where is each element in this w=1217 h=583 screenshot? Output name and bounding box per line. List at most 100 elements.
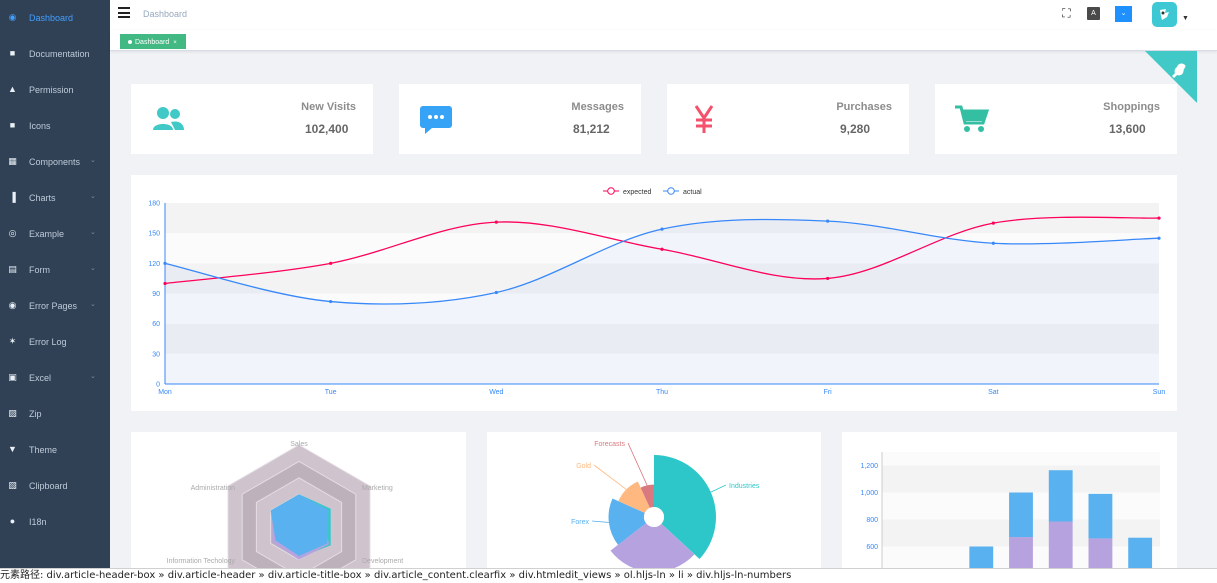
bar-segment[interactable] — [1048, 470, 1073, 522]
data-point[interactable] — [826, 219, 830, 223]
bar-segment[interactable] — [1088, 538, 1113, 568]
bar-segment[interactable] — [969, 546, 994, 569]
sidebar-item-zip[interactable]: ▨ Zip — [0, 396, 110, 432]
fullscreen-icon[interactable]: ⛶ — [1062, 6, 1071, 20]
pie-slice[interactable] — [618, 481, 650, 513]
legend-marker[interactable] — [667, 187, 675, 195]
data-point[interactable] — [660, 227, 664, 231]
pie-chart-panel: IndustriesTechnologyForexGoldForecasts — [487, 432, 821, 568]
sidebar-item-example[interactable]: ◎ Example ⌄ — [0, 216, 110, 252]
sidebar-item-label: Icons — [29, 121, 51, 131]
hamburger-icon[interactable] — [118, 7, 130, 18]
radar-indicator-label: Marketing — [362, 485, 393, 492]
caret-down-icon[interactable]: ▼ — [1182, 15, 1189, 22]
bar-segment[interactable] — [1128, 537, 1153, 568]
sidebar-item-charts[interactable]: ▐ Charts ⌄ — [0, 180, 110, 216]
documentation-icon: ■ — [9, 48, 16, 58]
sidebar-item-i18n[interactable]: ● I18n — [0, 504, 110, 540]
bar-segment[interactable] — [1048, 521, 1073, 568]
sidebar-item-components[interactable]: ▦ Components ⌄ — [0, 144, 110, 180]
github-corner-icon[interactable] — [1145, 51, 1197, 103]
data-point[interactable] — [494, 220, 498, 224]
chart-icon: ▐ — [9, 192, 16, 202]
size-select-icon[interactable]: A — [1087, 7, 1100, 20]
close-icon[interactable]: × — [173, 40, 177, 46]
icon-icon: ■ — [9, 120, 16, 130]
bar-segment[interactable] — [1009, 537, 1033, 568]
sidebar-item-label: Excel — [29, 373, 52, 383]
sidebar-item-form[interactable]: ▤ Form ⌄ — [0, 252, 110, 288]
stat-card-shoppings[interactable]: Shoppings 13,600 — [935, 84, 1177, 154]
avatar[interactable] — [1152, 2, 1177, 27]
data-point[interactable] — [826, 276, 830, 281]
radar-area[interactable] — [270, 494, 329, 556]
component-icon: ▦ — [8, 156, 17, 166]
pie-label-line — [710, 484, 727, 493]
pie-slice[interactable] — [654, 455, 716, 560]
grid-band — [165, 263, 1159, 294]
sidebar-item-label: Charts — [29, 193, 56, 203]
x-tick-label: Fri — [824, 389, 833, 396]
message-icon — [420, 106, 452, 134]
data-point[interactable] — [163, 261, 167, 265]
data-point[interactable] — [163, 281, 167, 286]
data-point[interactable] — [991, 221, 995, 225]
data-point[interactable] — [329, 261, 333, 265]
tag-dashboard[interactable]: Dashboard × — [120, 34, 186, 49]
sidebar-item-label: Zip — [29, 409, 42, 419]
y-tick-label: 600 — [866, 544, 878, 551]
sidebar-item-label: Example — [29, 229, 65, 239]
pie-hole — [644, 507, 664, 527]
sidebar-item-clipboard[interactable]: ▧ Clipboard — [0, 468, 110, 504]
sidebar-item-icons[interactable]: ■ Icons — [0, 108, 110, 144]
sidebar-item-label: Clipboard — [29, 481, 68, 491]
legend-label: actual — [683, 189, 702, 196]
data-point[interactable] — [991, 241, 995, 245]
data-point[interactable] — [494, 290, 498, 295]
sidebar-item-excel[interactable]: ▣ Excel ⌄ — [0, 360, 110, 396]
bar-segment[interactable] — [1009, 492, 1033, 538]
bar-segment[interactable] — [1088, 493, 1113, 539]
stat-card-messages[interactable]: Messages 81,212 — [399, 84, 641, 154]
breadcrumb[interactable]: Dashboard — [143, 9, 188, 19]
zip-icon: ▨ — [8, 408, 17, 418]
legend-marker[interactable] — [607, 187, 615, 195]
chevron-down-icon: ⌄ — [90, 229, 96, 236]
sidebar-item-label: Permission — [29, 85, 74, 95]
data-point[interactable] — [1157, 236, 1161, 240]
sidebar-item-label: Error Pages — [29, 301, 78, 311]
data-point[interactable] — [1157, 216, 1161, 220]
navbar: Dashboard ⛶ A ⌄ ▼ — [110, 0, 1217, 30]
international-icon: ● — [9, 516, 16, 526]
sidebar-item-dashboard[interactable]: ◉ Dashboard — [0, 0, 110, 36]
y-tick-label: 0 — [156, 382, 160, 389]
pie-slice[interactable] — [608, 498, 647, 545]
dashboard-icon: ◉ — [8, 12, 17, 22]
sidebar-item-error-log[interactable]: ✶ Error Log — [0, 324, 110, 360]
chevron-down-icon: ⌄ — [90, 373, 96, 380]
sidebar-item-error-pages[interactable]: ◉ Error Pages ⌄ — [0, 288, 110, 324]
pie-slice[interactable] — [640, 484, 654, 508]
peoples-icon — [153, 107, 184, 130]
x-tick-label: Tue — [325, 389, 337, 396]
data-point[interactable] — [660, 247, 664, 251]
shopping-icon — [955, 105, 989, 132]
y-tick-label: 30 — [152, 351, 160, 358]
sidebar-item-permission[interactable]: ▲ Permission — [0, 72, 110, 108]
stat-card-purchases[interactable]: Purchases 9,280 — [667, 84, 909, 154]
sidebar-item-theme[interactable]: ▼ Theme — [0, 432, 110, 468]
sidebar-item-documentation[interactable]: ■ Documentation — [0, 36, 110, 72]
404-icon: ◉ — [8, 300, 17, 310]
stat-card-new-visits[interactable]: New Visits 102,400 — [131, 84, 373, 154]
radar-indicator-label: Administration — [191, 485, 235, 492]
x-tick-label: Mon — [158, 389, 172, 396]
card-value: 81,212 — [573, 122, 610, 136]
y-tick-label: 120 — [148, 261, 160, 268]
data-point[interactable] — [329, 299, 333, 304]
pie-slice[interactable] — [610, 523, 695, 568]
sidebar-item-label: I18n — [29, 517, 47, 527]
language-select-icon[interactable]: ⌄ — [1115, 6, 1132, 22]
money-icon — [694, 105, 714, 133]
